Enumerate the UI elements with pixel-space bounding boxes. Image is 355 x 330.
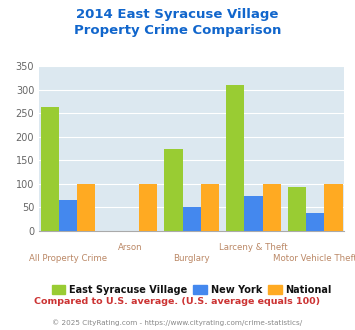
Text: Compared to U.S. average. (U.S. average equals 100): Compared to U.S. average. (U.S. average … — [34, 297, 321, 306]
Bar — [263, 184, 281, 231]
Bar — [226, 85, 244, 231]
Bar — [139, 184, 157, 231]
Bar — [288, 187, 306, 231]
Bar — [306, 213, 324, 231]
Text: Burglary: Burglary — [173, 254, 210, 263]
Bar — [41, 108, 59, 231]
Text: © 2025 CityRating.com - https://www.cityrating.com/crime-statistics/: © 2025 CityRating.com - https://www.city… — [53, 319, 302, 326]
Bar — [324, 184, 343, 231]
Bar — [182, 208, 201, 231]
Text: Motor Vehicle Theft: Motor Vehicle Theft — [273, 254, 355, 263]
Bar — [77, 184, 95, 231]
Legend: East Syracuse Village, New York, National: East Syracuse Village, New York, Nationa… — [48, 281, 336, 299]
Text: Larceny & Theft: Larceny & Theft — [219, 243, 288, 251]
Bar — [201, 184, 219, 231]
Bar — [164, 148, 182, 231]
Text: All Property Crime: All Property Crime — [29, 254, 107, 263]
Text: 2014 East Syracuse Village
Property Crime Comparison: 2014 East Syracuse Village Property Crim… — [74, 8, 281, 37]
Bar — [244, 196, 263, 231]
Text: Arson: Arson — [118, 243, 142, 251]
Bar — [59, 200, 77, 231]
